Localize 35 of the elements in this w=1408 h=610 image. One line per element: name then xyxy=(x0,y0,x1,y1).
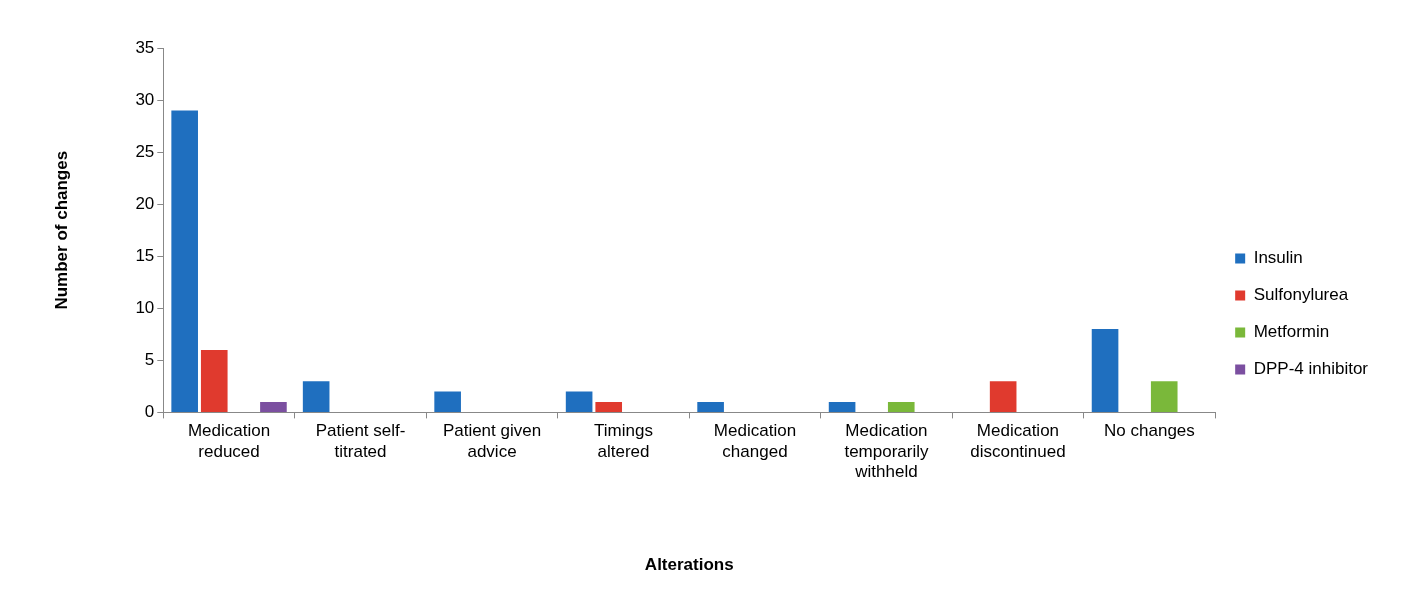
bar xyxy=(1091,329,1119,412)
bar xyxy=(595,401,623,412)
x-tick-label: Medication changed xyxy=(713,421,797,461)
x-tick-label: Medication temporarily withheld xyxy=(844,421,929,482)
bar xyxy=(302,381,330,412)
x-tick-label: Medication discontinued xyxy=(970,421,1066,461)
x-tick-label: Patient given advice xyxy=(442,421,542,461)
bar xyxy=(200,349,228,412)
x-tick-label: Patient self-titrated xyxy=(315,421,406,461)
bar xyxy=(1150,381,1178,412)
x-tick-label: No changes xyxy=(1104,421,1195,441)
y-tick-label: 25 xyxy=(135,141,155,161)
legend-label: Sulfonylurea xyxy=(1253,285,1349,305)
bar xyxy=(260,401,287,412)
x-axis-title: Alterations xyxy=(644,555,734,575)
bar xyxy=(989,381,1017,412)
y-tick-label: 30 xyxy=(135,89,155,109)
bar xyxy=(434,391,461,412)
x-tick-label: Medication reduced xyxy=(187,421,271,461)
bar xyxy=(171,110,198,412)
bar xyxy=(697,401,724,412)
bar xyxy=(887,401,915,412)
y-axis-title: Number of changes xyxy=(51,150,71,310)
legend-label: DPP-4 inhibitor xyxy=(1253,359,1369,379)
legend-label: Metformin xyxy=(1253,322,1330,342)
y-tick-label: 35 xyxy=(135,37,155,57)
y-tick-label: 10 xyxy=(135,297,155,317)
y-tick-label: 0 xyxy=(144,402,155,422)
y-tick-label: 20 xyxy=(135,193,155,213)
y-tick-label: 5 xyxy=(144,350,155,370)
bar xyxy=(828,401,856,412)
legend-label: Insulin xyxy=(1253,248,1303,268)
bar xyxy=(565,391,593,412)
x-tick-label: Timings altered xyxy=(594,421,653,461)
y-tick-label: 15 xyxy=(135,245,155,265)
